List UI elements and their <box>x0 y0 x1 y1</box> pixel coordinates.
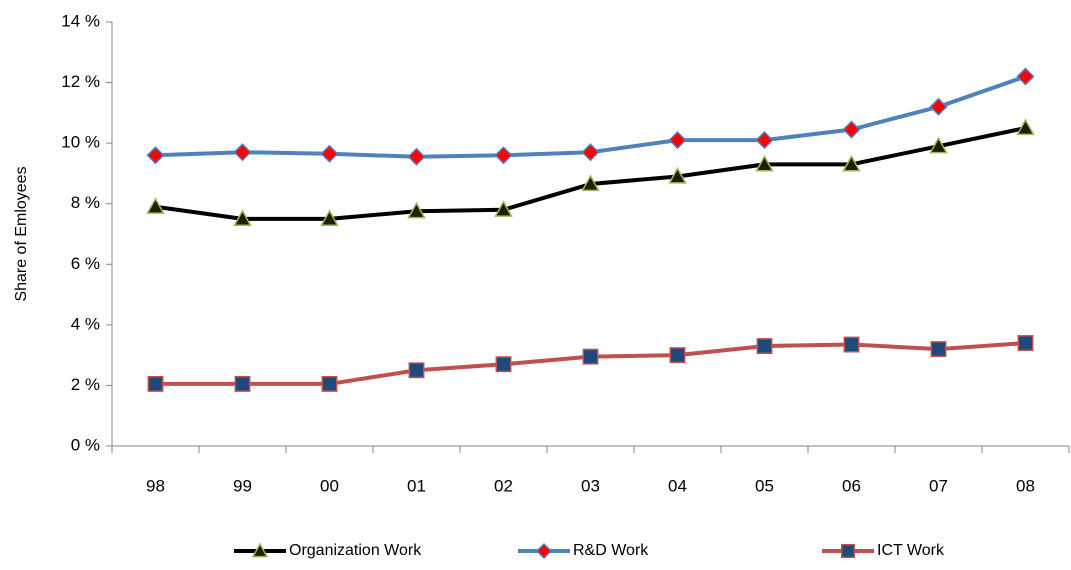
x-tick-label: 98 <box>146 476 165 495</box>
data-point <box>582 348 599 365</box>
x-tick-label: 08 <box>1016 476 1035 495</box>
y-tick-label: 4 % <box>71 314 100 333</box>
data-point <box>233 209 252 227</box>
y-tick-label: 0 % <box>71 435 100 454</box>
data-point <box>494 200 513 217</box>
data-point <box>843 336 860 353</box>
x-tick-label: 04 <box>668 476 687 495</box>
data-point <box>320 209 339 227</box>
x-tick-label: 03 <box>581 476 600 495</box>
data-point <box>495 356 512 373</box>
y-tick-label: 2 % <box>71 375 100 394</box>
y-tick-label: 10 % <box>61 133 100 152</box>
x-tick-label: 06 <box>842 476 861 495</box>
data-point <box>581 174 600 192</box>
data-point <box>669 347 686 364</box>
data-point <box>147 375 164 392</box>
data-point <box>407 147 426 166</box>
data-point <box>930 341 947 358</box>
data-point <box>320 144 339 163</box>
legend-label: R&D Work <box>573 542 649 559</box>
x-tick-label: 07 <box>929 476 948 495</box>
data-point <box>1017 335 1034 351</box>
x-tick-label: 99 <box>233 476 252 495</box>
x-tick-label: 01 <box>407 476 426 495</box>
data-point <box>1016 118 1035 136</box>
data-point <box>929 97 948 116</box>
legend-marker <box>251 542 269 558</box>
x-tick-label: 00 <box>320 476 339 495</box>
data-point <box>756 338 773 355</box>
data-point <box>146 146 165 165</box>
data-point <box>1016 67 1035 86</box>
data-point <box>755 154 774 172</box>
data-point <box>668 131 687 150</box>
data-point <box>408 362 425 379</box>
y-axis-label: Share of Emloyees <box>13 166 30 301</box>
y-tick-label: 6 % <box>71 254 100 273</box>
data-point <box>233 143 252 162</box>
y-tick-label: 12 % <box>61 72 100 91</box>
data-point <box>581 143 600 162</box>
x-tick-label: 05 <box>755 476 774 495</box>
data-point <box>494 146 513 165</box>
legend-label: ICT Work <box>877 542 945 559</box>
data-point <box>146 197 165 214</box>
data-point <box>842 154 861 172</box>
legend-marker <box>535 542 553 560</box>
y-tick-label: 8 % <box>71 193 100 212</box>
data-point <box>929 136 948 154</box>
data-point <box>668 166 687 184</box>
x-tick-label: 02 <box>494 476 513 495</box>
data-point <box>321 375 338 392</box>
legend-label: Organization Work <box>289 542 422 559</box>
data-point <box>407 201 426 219</box>
series-line <box>155 126 1026 221</box>
legend-marker <box>840 543 856 559</box>
data-point <box>234 375 251 392</box>
data-point <box>842 120 861 139</box>
data-point <box>755 131 774 150</box>
y-tick-label: 14 % <box>61 11 100 30</box>
